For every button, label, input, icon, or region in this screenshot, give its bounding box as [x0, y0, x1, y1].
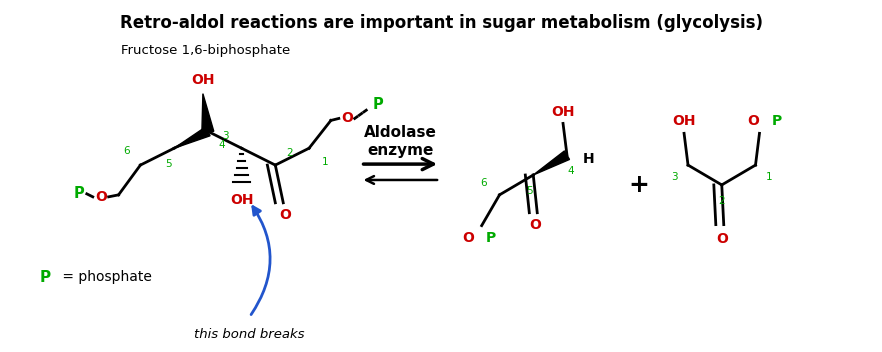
Text: +: + [628, 173, 649, 197]
Polygon shape [174, 127, 210, 148]
Text: P: P [772, 114, 781, 128]
Text: OH: OH [191, 73, 214, 87]
Text: O: O [340, 112, 353, 125]
Text: O: O [529, 218, 542, 232]
Text: O: O [94, 190, 107, 204]
Text: Retro-aldol reactions are important in sugar metabolism (glycolysis): Retro-aldol reactions are important in s… [119, 14, 763, 32]
Text: O: O [280, 208, 291, 222]
Text: 6: 6 [123, 146, 130, 156]
Text: P: P [373, 97, 384, 112]
Text: Aldolase: Aldolase [364, 125, 437, 140]
Polygon shape [534, 151, 570, 175]
Text: Fructose 1,6-biphosphate: Fructose 1,6-biphosphate [121, 44, 290, 57]
Text: P: P [73, 186, 85, 201]
Text: this bond breaks: this bond breaks [194, 328, 305, 341]
Text: OH: OH [551, 105, 575, 119]
Text: O: O [462, 231, 474, 245]
Text: H: H [583, 152, 594, 166]
Text: enzyme: enzyme [367, 143, 434, 158]
Text: O: O [716, 232, 728, 245]
Text: OH: OH [672, 114, 696, 128]
Text: 6: 6 [481, 178, 487, 188]
Text: 4: 4 [219, 140, 225, 150]
Text: 1: 1 [766, 172, 773, 182]
Text: 2: 2 [719, 196, 725, 206]
Text: O: O [748, 114, 759, 128]
Text: = phosphate: = phosphate [58, 270, 152, 284]
Polygon shape [202, 94, 213, 131]
Text: 5: 5 [526, 186, 533, 196]
FancyArrowPatch shape [251, 207, 270, 315]
Text: 4: 4 [568, 166, 574, 176]
Text: P: P [40, 270, 50, 285]
Text: 1: 1 [322, 157, 328, 167]
Text: 3: 3 [222, 131, 229, 141]
Text: OH: OH [230, 193, 253, 207]
Text: 3: 3 [671, 172, 677, 182]
Text: 2: 2 [286, 148, 293, 158]
Text: 5: 5 [165, 159, 171, 169]
Text: P: P [486, 231, 496, 245]
